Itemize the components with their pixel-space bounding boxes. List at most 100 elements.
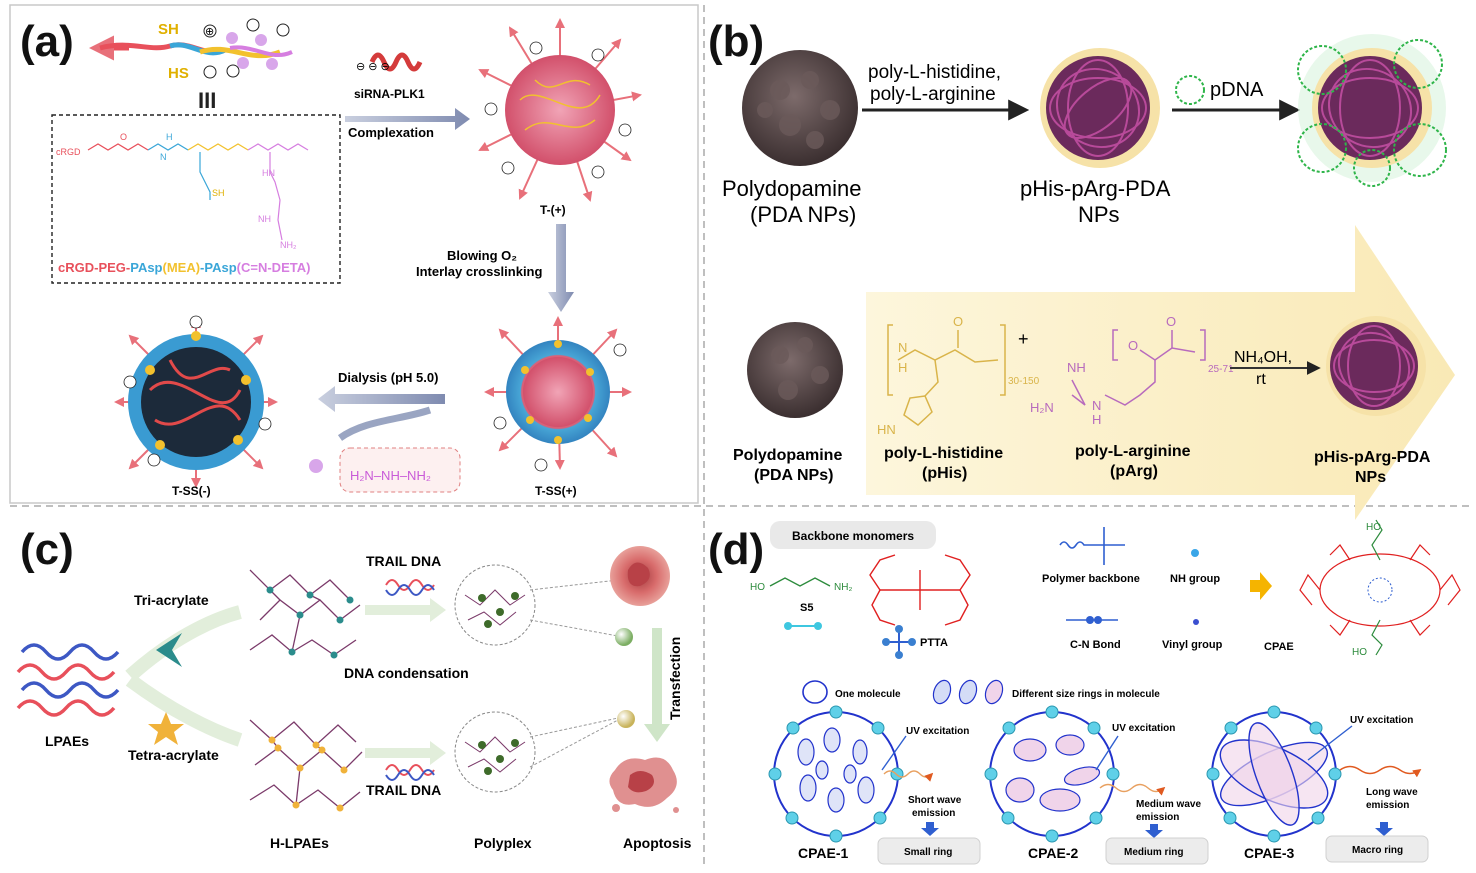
- panel-a: (a) ⊕ SH HS III: [20, 17, 642, 498]
- polymer-strand: ⊕: [89, 18, 293, 79]
- arg-h-label: H: [1092, 412, 1101, 427]
- cpae-label: CPAE: [1264, 641, 1294, 653]
- hlpaes-label: H-LPAEs: [270, 835, 329, 851]
- s5-label: S5: [800, 602, 813, 614]
- branch-arrow-up: [125, 605, 242, 682]
- down-arrow-3: [1375, 822, 1393, 836]
- tri-network: [249, 569, 361, 659]
- release-arrow: [337, 406, 432, 441]
- cpae-ho-bottom: HO: [1352, 647, 1367, 658]
- one-molecule-icon: [802, 680, 828, 704]
- short-wave-line1: Short wave: [908, 795, 962, 806]
- arg-label-line1: poly-L-arginine: [1075, 443, 1191, 460]
- sh-top-label: SH: [158, 21, 179, 38]
- structure-box: [51, 114, 341, 284]
- long-wave-line2: emission: [1366, 800, 1409, 811]
- ptta-structure: [869, 554, 971, 626]
- pda-particle-2: [747, 322, 843, 418]
- panel-b-letter: (b): [708, 17, 764, 66]
- his-h-label: H: [898, 360, 907, 375]
- macro-ring-label: Macro ring: [1352, 845, 1403, 856]
- cpae-3-diagram: [1206, 705, 1422, 843]
- medium-ring-label: Medium ring: [1124, 847, 1183, 858]
- nh2-chem-label: NH₂: [280, 240, 297, 250]
- blowing-label: Blowing O₂: [447, 248, 517, 263]
- phis2-label-line1: pHis-pArg-PDA: [1314, 449, 1431, 466]
- apoptotic-cell: [609, 757, 679, 813]
- one-molecule-label: One molecule: [835, 689, 901, 700]
- crosslink-arrow: [548, 224, 574, 312]
- cpae-arrow: [1250, 572, 1272, 600]
- arrow1-line1: poly-L-histidine,: [868, 62, 1001, 83]
- polymer-backbone-icon: [1059, 541, 1125, 549]
- complexation-arrow: [345, 108, 470, 130]
- cn-bond-label: C-N Bond: [1070, 639, 1121, 651]
- pdna-label: pDNA: [1210, 79, 1264, 101]
- healthy-cell: [610, 546, 670, 606]
- pda2-label-line2: (PDA NPs): [754, 467, 833, 484]
- arrow1-line2: poly-L-arginine: [870, 84, 996, 105]
- dna-condensation-label: DNA condensation: [344, 665, 469, 681]
- his-subscript: 30-150: [1008, 376, 1040, 387]
- panel-c: (c) LPAEs Tri-acrylate Tetra-acrylate: [16, 525, 692, 851]
- equivalence-sign: III: [198, 88, 216, 113]
- cpae-ho-top: HO: [1366, 522, 1381, 533]
- uv-label-1: UV excitation: [906, 726, 969, 737]
- trail-dna-label-2: TRAIL DNA: [366, 782, 441, 798]
- cpae-2-diagram: [984, 705, 1166, 843]
- panel-a-letter: (a): [20, 17, 74, 66]
- cpae-structure: HO HO: [1299, 519, 1461, 658]
- small-ring-badge: [877, 837, 981, 865]
- long-wave-line1: Long wave: [1366, 787, 1418, 798]
- short-wave-line2: emission: [912, 808, 955, 819]
- transfection-arrow: [644, 628, 670, 742]
- parg-structure: O O NH H₂N N H 25-71: [1030, 314, 1234, 427]
- phis-label-line1: pHis-pArg-PDA: [1020, 176, 1171, 201]
- dialysis-label: Dialysis (pH 5.0): [338, 370, 438, 385]
- trail-dna-label-1: TRAIL DNA: [366, 553, 441, 569]
- nh-group-icon: [1191, 549, 1199, 557]
- polyplex-label: Polyplex: [474, 835, 532, 851]
- vinyl-group-icon: [1193, 619, 1199, 625]
- cpae-1-diagram: [768, 705, 934, 843]
- nitrogen-label: N: [160, 152, 167, 162]
- reaction-background-arrow: [866, 225, 1455, 520]
- apoptosis-label: Apoptosis: [623, 835, 692, 851]
- cpae-1-label: CPAE-1: [798, 845, 849, 861]
- arg-h2n-label: H₂N: [1030, 400, 1054, 415]
- pdna-icon: [1175, 75, 1205, 105]
- crgd-chem-label: cRGD: [56, 147, 81, 157]
- s5-nh2: NH₂: [834, 582, 852, 593]
- hydrogen-label: H: [166, 132, 173, 142]
- pda-label-line2: (PDA NPs): [750, 202, 856, 227]
- polyplex-1: [454, 564, 619, 646]
- nh-chem-label: NH: [258, 214, 271, 224]
- polymer-structure: cRGD O N H SH NH₂ HN NH: [56, 132, 309, 250]
- t-ss-minus-nanoparticle: [114, 315, 278, 488]
- nh4oh-label: NH₄OH,: [1234, 349, 1292, 366]
- plus-sign: +: [1018, 329, 1029, 349]
- cpae-3-label: CPAE-3: [1244, 845, 1295, 861]
- t-plus-label: T-(+): [540, 203, 566, 217]
- dialysis-arrow: [318, 386, 445, 412]
- sh-chem-label: SH: [212, 188, 225, 198]
- pda-label-line1: Polydopamine: [722, 176, 861, 201]
- polymer-backbone-label: Polymer backbone: [1042, 573, 1140, 585]
- arg-label-line2: (pArg): [1110, 463, 1158, 480]
- tri-acrylate-label: Tri-acrylate: [134, 592, 209, 608]
- his-label-line1: poly-L-histidine: [884, 445, 1003, 462]
- interlay-label: Interlay crosslinking: [416, 264, 542, 279]
- sirna-label: siRNA-PLK1: [354, 87, 425, 101]
- backbone-badge: [770, 521, 936, 549]
- panel-b: (b) poly-L-histidine, poly-L-arginine Po…: [708, 17, 1455, 520]
- sirna-charge: ⊖ ⊖ ⊖: [356, 61, 390, 73]
- phis-structure: N H O HN 30-150: [877, 314, 1040, 437]
- trail-dna-icon-1: [385, 579, 435, 591]
- down-arrow-2: [1145, 824, 1163, 838]
- ptta-icon: [882, 625, 916, 659]
- hn-chem-label: HN: [262, 168, 275, 178]
- s5-ho: HO: [750, 582, 765, 593]
- phis-label-line2: NPs: [1078, 202, 1120, 227]
- arg-n-label: N: [1092, 398, 1101, 413]
